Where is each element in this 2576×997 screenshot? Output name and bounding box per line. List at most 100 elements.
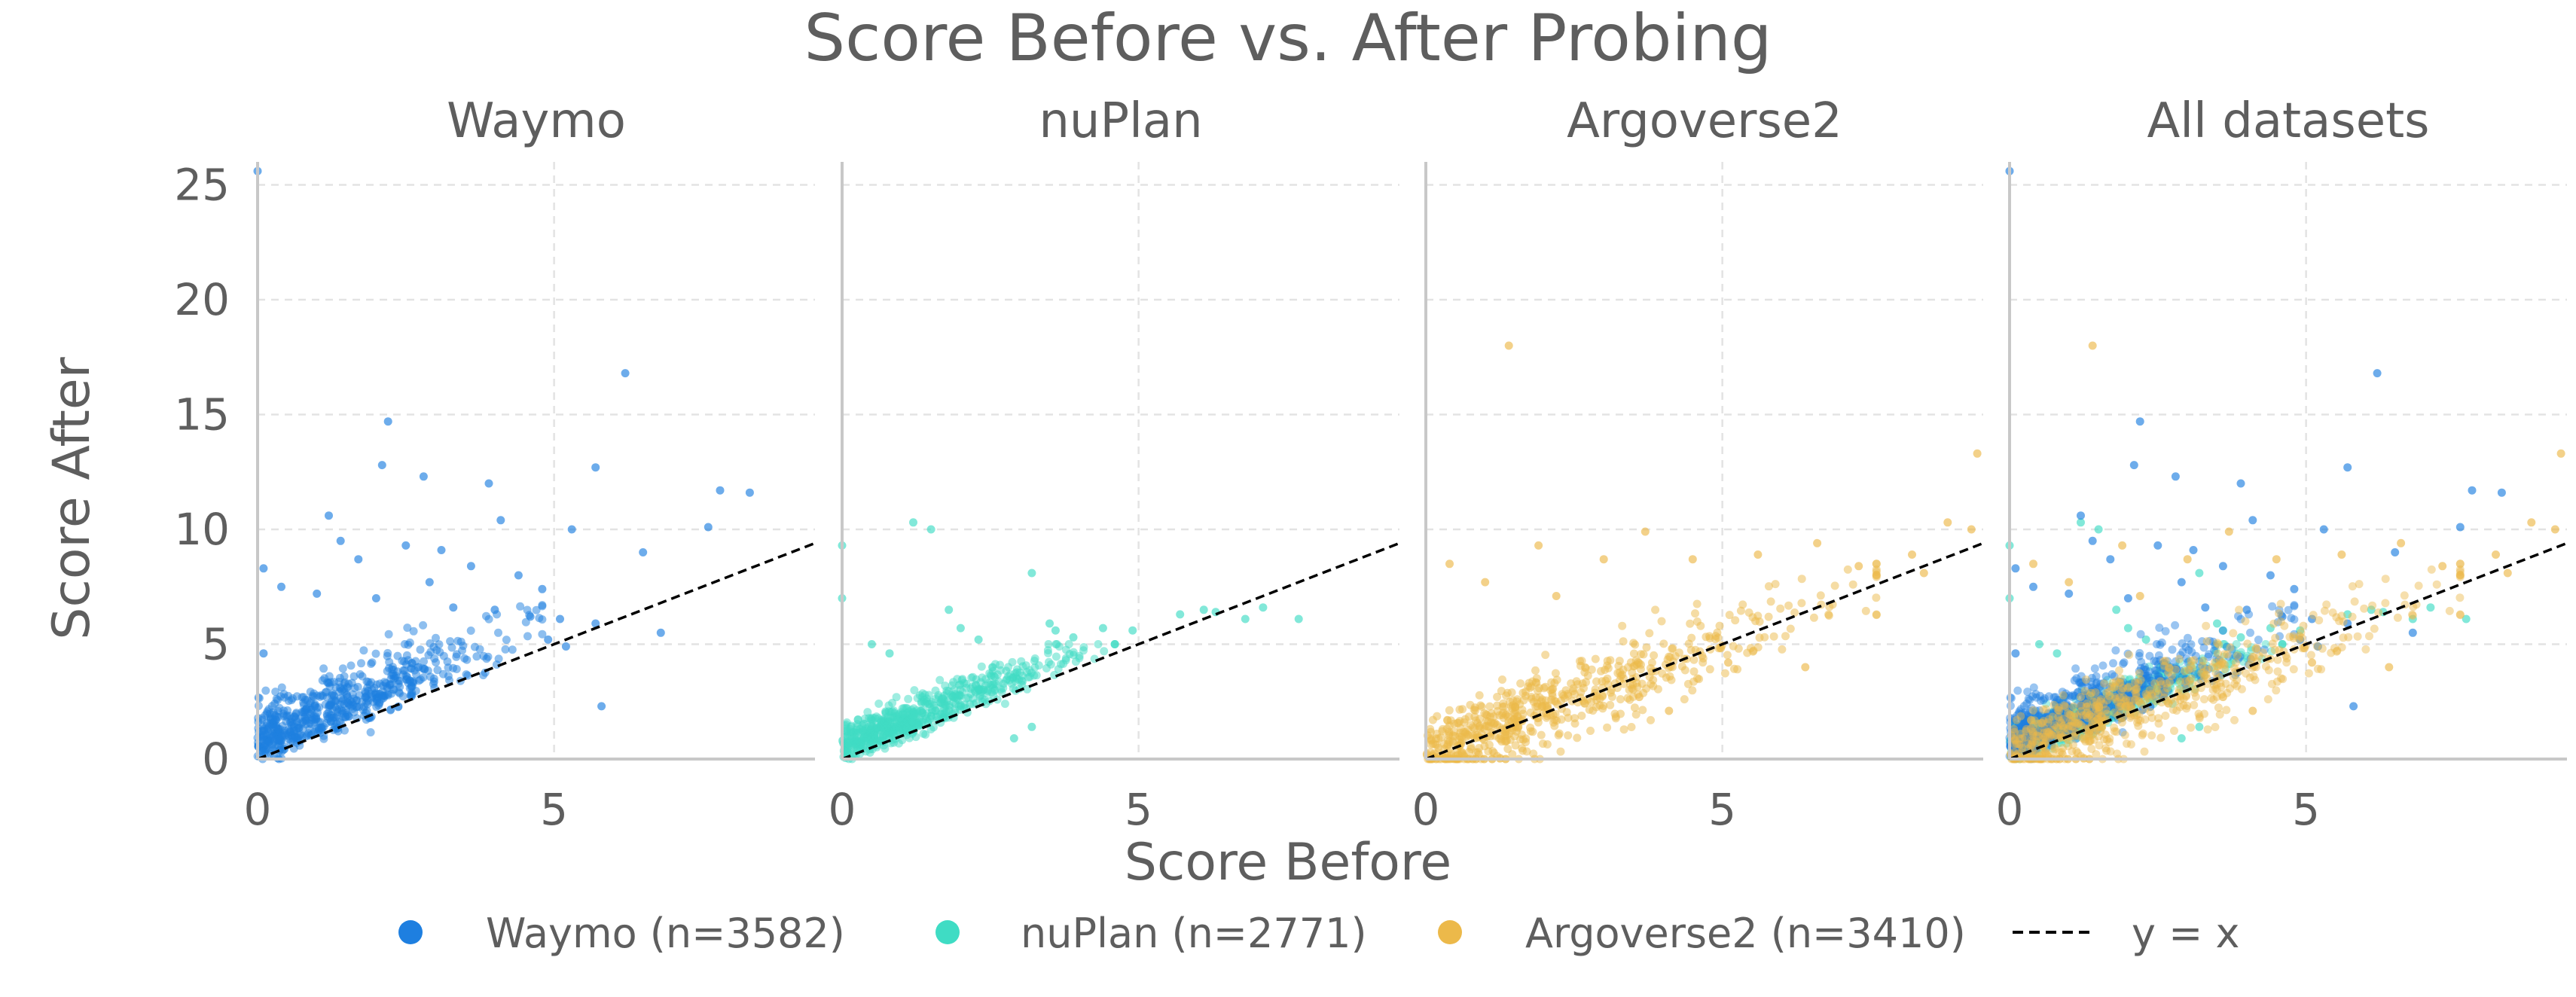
point-argoverse2-argoverse2 — [1538, 703, 1547, 712]
point-argoverse2-argoverse2 — [1691, 609, 1699, 618]
point-argoverse2-argoverse2 — [1577, 712, 1586, 720]
point-waymo-waymo — [359, 646, 368, 655]
point-argoverse2-all-datasets — [2154, 719, 2163, 728]
point-argoverse2-all-datasets — [2550, 525, 2559, 534]
point-argoverse2-all-datasets — [2126, 740, 2135, 749]
point-nuplan-all-datasets — [2115, 693, 2124, 701]
point-nuplan-all-datasets — [2035, 726, 2043, 735]
point-waymo-waymo — [314, 725, 323, 734]
point-nuplan-nuplan — [867, 640, 876, 648]
point-waymo-waymo — [385, 663, 393, 672]
point-argoverse2-argoverse2 — [1639, 650, 1648, 659]
point-nuplan-all-datasets — [2031, 723, 2040, 732]
point-waymo-all-datasets — [2096, 679, 2105, 688]
point-argoverse2-argoverse2 — [1471, 730, 1479, 739]
point-argoverse2-argoverse2 — [1442, 751, 1451, 760]
point-nuplan-nuplan — [988, 680, 997, 689]
grid-layer — [258, 162, 2567, 759]
point-nuplan-all-datasets — [2065, 704, 2074, 713]
x-tick-label-5-nuplan: 5 — [1125, 784, 1152, 835]
point-nuplan-all-datasets — [2155, 688, 2164, 697]
point-waymo-waymo — [447, 643, 456, 652]
point-nuplan-all-datasets — [2051, 712, 2060, 721]
y-tick-label-15: 15 — [174, 389, 230, 441]
point-nuplan-nuplan — [910, 686, 919, 695]
point-waymo-waymo — [349, 672, 359, 681]
point-waymo-all-datasets — [2155, 672, 2163, 681]
point-nuplan-all-datasets — [2069, 703, 2078, 712]
point-nuplan-nuplan — [945, 605, 954, 614]
point-waymo-all-datasets — [2042, 733, 2051, 742]
point-nuplan-all-datasets — [2408, 614, 2417, 624]
point-nuplan-all-datasets — [2022, 728, 2030, 737]
point-nuplan-all-datasets — [2172, 675, 2181, 684]
point-nuplan-all-datasets — [2056, 712, 2065, 721]
point-waymo-all-datasets — [2144, 671, 2152, 680]
point-nuplan-all-datasets — [2019, 725, 2028, 734]
point-argoverse2-argoverse2 — [1778, 645, 1787, 654]
point-nuplan-all-datasets — [2066, 726, 2074, 735]
point-argoverse2-argoverse2 — [1531, 666, 1540, 675]
point-argoverse2-argoverse2 — [1591, 685, 1600, 694]
point-nuplan-nuplan — [942, 689, 951, 698]
point-nuplan-all-datasets — [2049, 708, 2058, 717]
point-argoverse2-argoverse2 — [1470, 703, 1479, 712]
point-argoverse2-all-datasets — [2272, 686, 2281, 695]
point-argoverse2-argoverse2 — [1764, 582, 1773, 591]
point-waymo-all-datasets — [2083, 723, 2092, 732]
point-nuplan-nuplan — [853, 715, 862, 724]
point-waymo-all-datasets — [2071, 722, 2080, 731]
point-waymo-all-datasets — [2018, 713, 2027, 722]
point-argoverse2-all-datasets — [2224, 527, 2233, 536]
point-waymo-all-datasets — [2181, 642, 2190, 651]
point-argoverse2-argoverse2 — [1428, 715, 1437, 724]
point-nuplan-all-datasets — [2068, 718, 2077, 727]
point-waymo-all-datasets — [2161, 677, 2170, 686]
point-nuplan-all-datasets — [2116, 692, 2125, 701]
point-nuplan-all-datasets — [2143, 692, 2152, 701]
point-argoverse2-argoverse2 — [1499, 699, 1508, 708]
point-waymo-waymo — [372, 703, 381, 712]
point-waymo-waymo — [446, 637, 455, 646]
point-nuplan-all-datasets — [2013, 727, 2022, 736]
point-argoverse2-all-datasets — [2059, 722, 2068, 731]
point-nuplan-all-datasets — [2117, 685, 2126, 694]
point-argoverse2-argoverse2 — [1595, 694, 1604, 703]
point-nuplan-all-datasets — [2191, 673, 2200, 681]
point-waymo-all-datasets — [2081, 691, 2090, 700]
point-nuplan-all-datasets — [2031, 729, 2040, 737]
point-nuplan-all-datasets — [2123, 624, 2132, 633]
point-waymo-all-datasets — [2097, 701, 2106, 709]
point-nuplan-all-datasets — [2214, 660, 2223, 669]
point-nuplan-all-datasets — [2104, 695, 2114, 704]
point-argoverse2-argoverse2 — [1647, 715, 1655, 724]
point-argoverse2-argoverse2 — [1510, 732, 1519, 741]
point-nuplan-all-datasets — [2047, 719, 2056, 728]
point-argoverse2-all-datasets — [2226, 684, 2235, 693]
point-argoverse2-all-datasets — [2218, 693, 2227, 702]
point-waymo-all-datasets — [2024, 728, 2033, 737]
point-argoverse2-argoverse2 — [1516, 679, 1525, 688]
point-nuplan-all-datasets — [2198, 663, 2207, 672]
point-nuplan-all-datasets — [2079, 712, 2087, 721]
point-nuplan-all-datasets — [2160, 670, 2169, 679]
point-waymo-all-datasets — [2159, 688, 2169, 697]
point-argoverse2-all-datasets — [2223, 650, 2232, 659]
point-nuplan-all-datasets — [2080, 706, 2089, 715]
point-waymo-all-datasets — [2097, 712, 2106, 721]
point-waymo-waymo — [274, 736, 283, 744]
point-waymo-all-datasets — [2036, 732, 2045, 741]
point-nuplan-all-datasets — [2080, 719, 2089, 728]
point-argoverse2-argoverse2 — [1587, 665, 1596, 674]
point-nuplan-all-datasets — [2180, 674, 2189, 683]
point-waymo-waymo — [490, 605, 499, 614]
point-waymo-waymo — [337, 709, 346, 718]
point-waymo-waymo — [264, 722, 273, 731]
point-waymo-all-datasets — [2201, 603, 2210, 612]
point-argoverse2-argoverse2 — [1715, 621, 1724, 630]
point-nuplan-all-datasets — [2056, 707, 2065, 716]
point-argoverse2-argoverse2 — [1467, 742, 1476, 752]
point-nuplan-all-datasets — [2236, 651, 2245, 660]
point-argoverse2-argoverse2 — [1642, 643, 1651, 652]
